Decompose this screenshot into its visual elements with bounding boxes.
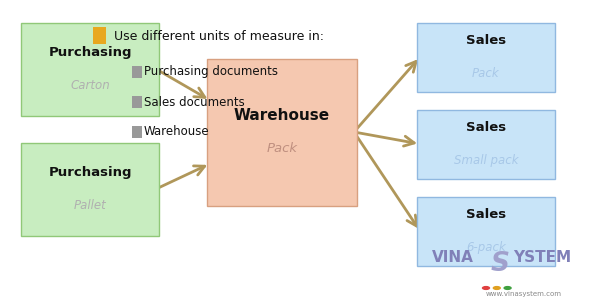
Text: Sales: Sales [466,208,506,221]
Circle shape [503,286,512,290]
FancyBboxPatch shape [21,142,159,236]
FancyBboxPatch shape [417,22,555,92]
Text: Purchasing: Purchasing [48,166,132,179]
Circle shape [493,286,501,290]
FancyBboxPatch shape [207,58,357,206]
Bar [132,66,142,78]
Text: VINA: VINA [432,250,474,266]
Text: Carton: Carton [70,79,110,92]
Text: S: S [491,251,510,277]
Text: 6-pack: 6-pack [466,241,506,254]
Circle shape [482,286,490,290]
Text: Warehouse: Warehouse [144,125,209,139]
Text: Warehouse: Warehouse [234,108,330,123]
Text: Use different units of measure in:: Use different units of measure in: [114,29,324,43]
Bar [93,27,106,44]
FancyBboxPatch shape [417,110,555,178]
Text: Pallet: Pallet [74,199,106,212]
FancyBboxPatch shape [417,196,555,266]
Text: Small pack: Small pack [454,154,518,167]
Text: Pack: Pack [472,67,500,80]
Text: YSTEM: YSTEM [513,250,571,266]
Text: Pack: Pack [266,142,298,155]
Bar [132,96,142,108]
Text: www.vinasystem.com: www.vinasystem.com [486,291,562,297]
FancyBboxPatch shape [21,22,159,116]
Text: Purchasing: Purchasing [48,46,132,59]
Text: Sales documents: Sales documents [144,95,245,109]
Bar [132,126,142,138]
Text: Purchasing documents: Purchasing documents [144,65,278,79]
Text: Sales: Sales [466,121,506,134]
Text: Sales: Sales [466,34,506,47]
